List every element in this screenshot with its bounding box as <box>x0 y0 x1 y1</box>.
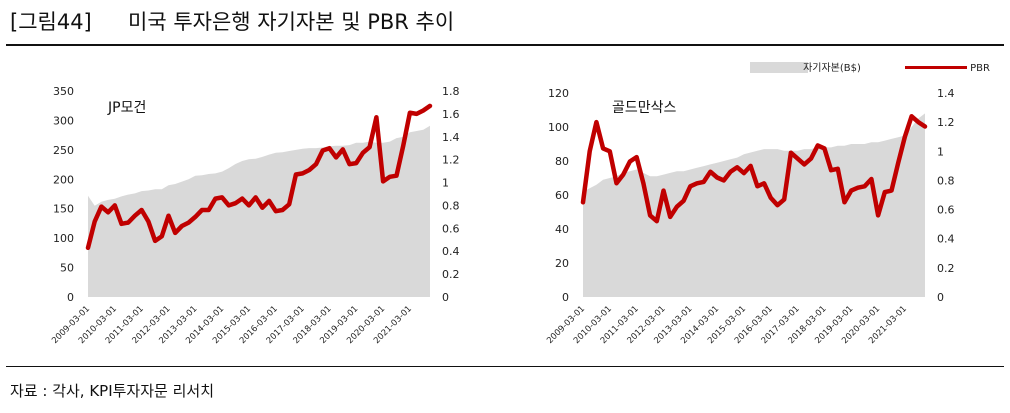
legend-label-area: 자기자본(B$) <box>803 62 861 74</box>
right-axis-tick: 1.8 <box>442 85 460 98</box>
left-axis-tick: 120 <box>548 87 569 100</box>
chart-panel-jpmorgan: 0 50 100 150 200 250 300 350 0 0.2 0.4 0.6 0.8 1 1.2 1.… <box>50 85 459 346</box>
panel-label: JP모건 <box>107 100 146 116</box>
left-axis-tick: 100 <box>53 232 74 245</box>
left-axis-tick: 250 <box>53 144 74 157</box>
source-note: 자료 : 각사, KPI투자자문 리서치 <box>10 382 215 400</box>
figure-title-text: 미국 투자은행 자기자본 및 PBR 추이 <box>128 10 455 34</box>
right-axis-tick: 1.2 <box>442 154 460 167</box>
right-axis-tick: 1.6 <box>442 108 460 121</box>
right-axis-tick: 0.8 <box>937 174 955 187</box>
right-axis-tick: 0.2 <box>442 268 460 281</box>
panel-label: 골드만삭스 <box>612 100 677 116</box>
right-axis-tick: 0.8 <box>442 199 460 212</box>
figure-number: [그림44] <box>10 10 92 34</box>
right-axis-tick: 0.6 <box>442 222 460 235</box>
right-axis-tick: 1 <box>937 145 944 158</box>
left-axis-tick: 60 <box>555 189 569 202</box>
equity-area <box>583 113 925 298</box>
legend-swatch-area <box>750 62 808 73</box>
left-axis-tick: 80 <box>555 155 569 168</box>
right-axis-tick: 0.2 <box>937 262 955 275</box>
left-axis-tick: 350 <box>53 85 74 98</box>
figure-title: [그림44] 미국 투자은행 자기자본 및 PBR 추이 <box>10 6 454 36</box>
right-axis-tick: 1 <box>442 177 449 190</box>
left-axis-tick: 300 <box>53 114 74 127</box>
right-axis-tick: 1.4 <box>442 131 460 144</box>
left-axis-tick: 20 <box>555 257 569 270</box>
right-axis-tick: 0.4 <box>442 245 460 258</box>
right-axis-tick: 0 <box>442 291 449 304</box>
chart-panel-goldman: 02040608010012000.20.40.60.811.21.42009-… <box>545 87 954 346</box>
right-axis-tick: 0.4 <box>937 233 955 246</box>
pbr-line <box>580 114 928 224</box>
source-rule <box>6 366 1004 367</box>
equity-area <box>88 125 430 297</box>
left-axis-tick: 100 <box>548 121 569 134</box>
title-rule <box>6 44 1004 46</box>
left-axis-tick: 0 <box>562 291 569 304</box>
left-axis-tick: 150 <box>53 203 74 216</box>
left-axis-tick: 40 <box>555 223 569 236</box>
right-axis-tick: 1.2 <box>937 116 955 129</box>
left-axis-tick: 0 <box>67 291 74 304</box>
right-axis-tick: 0 <box>937 291 944 304</box>
pbr-line <box>85 103 433 251</box>
legend: 자기자본(B$) PBR <box>750 62 990 74</box>
right-axis-tick: 0.6 <box>937 204 955 217</box>
left-axis-tick: 50 <box>60 262 74 275</box>
left-axis-tick: 200 <box>53 173 74 186</box>
right-axis-tick: 1.4 <box>937 87 955 100</box>
legend-label-line: PBR <box>970 63 990 74</box>
